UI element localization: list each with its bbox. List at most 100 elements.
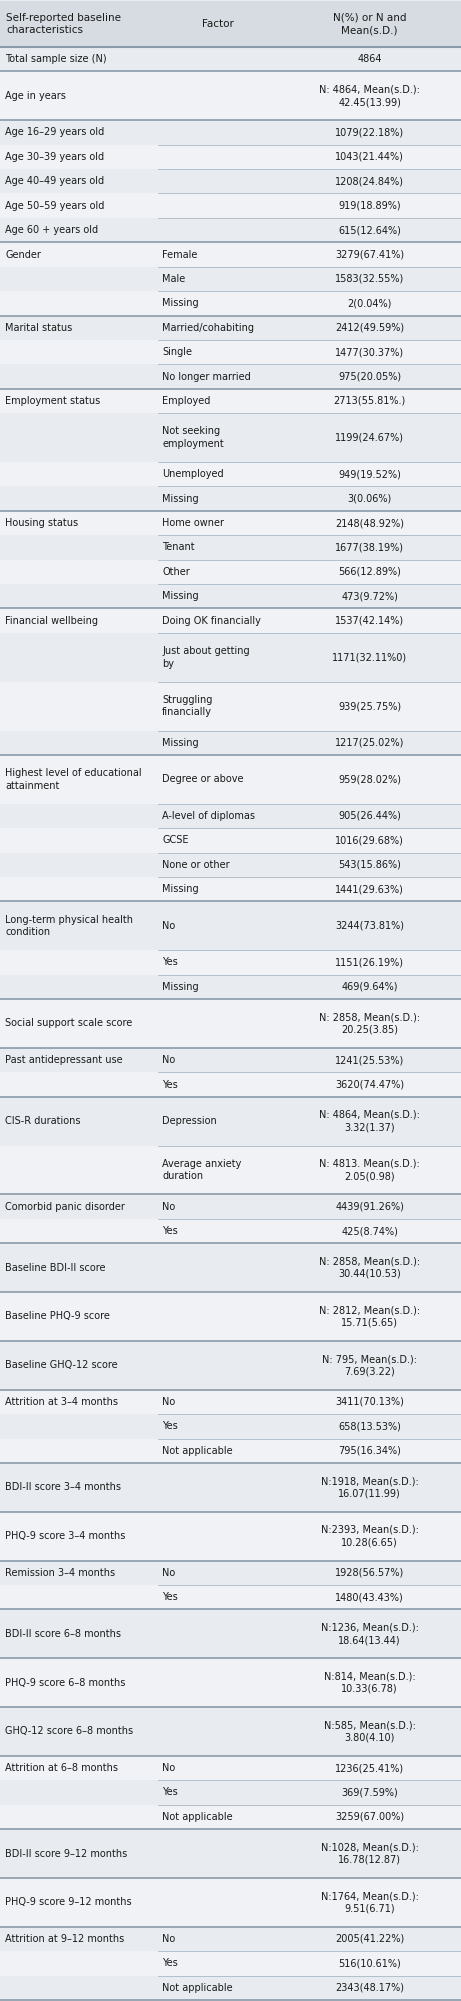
Text: Other: Other [162, 566, 190, 576]
Bar [0, 852, 461, 876]
Text: None or other: None or other [162, 860, 230, 870]
Text: Tenant: Tenant [162, 542, 195, 552]
Bar [0, 804, 461, 828]
Text: Married/cohabiting: Married/cohabiting [162, 322, 254, 332]
Text: N: 2858, Mean(s.D.):
30.44(10.53): N: 2858, Mean(s.D.): 30.44(10.53) [319, 1257, 420, 1279]
Text: Home owner: Home owner [162, 518, 224, 528]
Text: N: 4864, Mean(s.D.):
3.32(1.37): N: 4864, Mean(s.D.): 3.32(1.37) [319, 1111, 420, 1133]
Text: 1043(21.44%): 1043(21.44%) [335, 152, 404, 162]
Text: Total sample size (N): Total sample size (N) [5, 54, 106, 64]
Text: 1171(32.11%0): 1171(32.11%0) [332, 652, 407, 662]
Text: No: No [162, 920, 175, 930]
Text: 1480(43.43%): 1480(43.43%) [335, 1593, 404, 1603]
Bar [0, 1975, 461, 2001]
Bar [0, 0, 461, 46]
Text: A-level of diplomas: A-level of diplomas [162, 810, 255, 820]
Bar [0, 1951, 461, 1975]
Bar [0, 1293, 461, 1341]
Text: PHQ-9 score 6–8 months: PHQ-9 score 6–8 months [5, 1677, 125, 1687]
Text: No: No [162, 1055, 175, 1065]
Text: Unemployed: Unemployed [162, 468, 224, 478]
Bar [0, 974, 461, 998]
Text: Remission 3–4 months: Remission 3–4 months [5, 1567, 115, 1577]
Bar [0, 1781, 461, 1805]
Text: 658(13.53%): 658(13.53%) [338, 1421, 401, 1431]
Bar [0, 340, 461, 364]
Bar [0, 46, 461, 72]
Text: N:814, Mean(s.D.):
10.33(6.78): N:814, Mean(s.D.): 10.33(6.78) [324, 1671, 415, 1693]
Text: Social support scale score: Social support scale score [5, 1019, 132, 1029]
Text: Age in years: Age in years [5, 90, 66, 100]
Text: N:1918, Mean(s.D.):
16.07(11.99): N:1918, Mean(s.D.): 16.07(11.99) [320, 1477, 419, 1499]
Bar [0, 1389, 461, 1415]
Bar [0, 1049, 461, 1073]
Text: No: No [162, 1201, 175, 1211]
Text: 959(28.02%): 959(28.02%) [338, 774, 401, 784]
Text: No longer married: No longer married [162, 372, 251, 382]
Bar [0, 876, 461, 900]
Text: Baseline GHQ-12 score: Baseline GHQ-12 score [5, 1361, 118, 1371]
Text: Missing: Missing [162, 590, 199, 600]
Text: 469(9.64%): 469(9.64%) [341, 982, 398, 992]
Text: Depression: Depression [162, 1117, 217, 1127]
Text: Not seeking
employment: Not seeking employment [162, 426, 224, 448]
Text: 1241(25.53%): 1241(25.53%) [335, 1055, 404, 1065]
Text: No: No [162, 1935, 175, 1943]
Bar [0, 194, 461, 218]
Bar [0, 1341, 461, 1389]
Bar [0, 1805, 461, 1829]
Bar [0, 144, 461, 168]
Bar [0, 1927, 461, 1951]
Text: Female: Female [162, 250, 197, 260]
Bar [0, 608, 461, 632]
Text: BDI-II score 6–8 months: BDI-II score 6–8 months [5, 1629, 121, 1639]
Text: 1477(30.37%): 1477(30.37%) [335, 346, 404, 356]
Text: Missing: Missing [162, 298, 199, 308]
Text: GHQ-12 score 6–8 months: GHQ-12 score 6–8 months [5, 1727, 133, 1737]
Text: 3620(74.47%): 3620(74.47%) [335, 1079, 404, 1089]
Text: Attrition at 6–8 months: Attrition at 6–8 months [5, 1763, 118, 1773]
Text: N: 4813. Mean(s.D.):
2.05(0.98): N: 4813. Mean(s.D.): 2.05(0.98) [319, 1159, 420, 1181]
Text: PHQ-9 score 9–12 months: PHQ-9 score 9–12 months [5, 1897, 132, 1907]
Text: Male: Male [162, 274, 185, 284]
Text: 1537(42.14%): 1537(42.14%) [335, 616, 404, 626]
Text: Struggling
financially: Struggling financially [162, 694, 213, 716]
Text: 2343(48.17%): 2343(48.17%) [335, 1983, 404, 1993]
Text: 1151(26.19%): 1151(26.19%) [335, 956, 404, 966]
Text: Average anxiety
duration: Average anxiety duration [162, 1159, 242, 1181]
Text: 1208(24.84%): 1208(24.84%) [335, 176, 404, 186]
Bar [0, 1145, 461, 1195]
Bar [0, 632, 461, 682]
Bar [0, 584, 461, 608]
Bar [0, 1561, 461, 1585]
Text: Baseline PHQ-9 score: Baseline PHQ-9 score [5, 1311, 110, 1321]
Text: N:1028, Mean(s.D.):
16.78(12.87): N:1028, Mean(s.D.): 16.78(12.87) [320, 1843, 419, 1865]
Text: 473(9.72%): 473(9.72%) [341, 590, 398, 600]
Text: 3(0.06%): 3(0.06%) [348, 494, 392, 504]
Bar [0, 1609, 461, 1659]
Bar [0, 1439, 461, 1463]
Text: Past antidepressant use: Past antidepressant use [5, 1055, 123, 1065]
Text: Attrition at 9–12 months: Attrition at 9–12 months [5, 1935, 124, 1943]
Text: Age 30–39 years old: Age 30–39 years old [5, 152, 104, 162]
Bar [0, 1243, 461, 1293]
Text: Attrition at 3–4 months: Attrition at 3–4 months [5, 1397, 118, 1407]
Bar [0, 316, 461, 340]
Text: Not applicable: Not applicable [162, 1813, 233, 1821]
Text: Highest level of educational
attainment: Highest level of educational attainment [5, 768, 142, 790]
Bar [0, 120, 461, 144]
Text: N: 795, Mean(s.D.):
7.69(3.22): N: 795, Mean(s.D.): 7.69(3.22) [322, 1355, 417, 1377]
Text: 566(12.89%): 566(12.89%) [338, 566, 401, 576]
Text: 1217(25.02%): 1217(25.02%) [335, 738, 404, 748]
Text: 2148(48.92%): 2148(48.92%) [335, 518, 404, 528]
Text: BDI-II score 9–12 months: BDI-II score 9–12 months [5, 1849, 127, 1859]
Text: Marital status: Marital status [5, 322, 72, 332]
Bar [0, 388, 461, 412]
Bar [0, 1415, 461, 1439]
Text: 919(18.89%): 919(18.89%) [338, 200, 401, 210]
Text: N:1764, Mean(s.D.):
9.51(6.71): N:1764, Mean(s.D.): 9.51(6.71) [320, 1891, 419, 1913]
Bar [0, 754, 461, 804]
Text: N: 2812, Mean(s.D.):
15.71(5.65): N: 2812, Mean(s.D.): 15.71(5.65) [319, 1305, 420, 1327]
Text: Age 40–49 years old: Age 40–49 years old [5, 176, 104, 186]
Bar [0, 218, 461, 242]
